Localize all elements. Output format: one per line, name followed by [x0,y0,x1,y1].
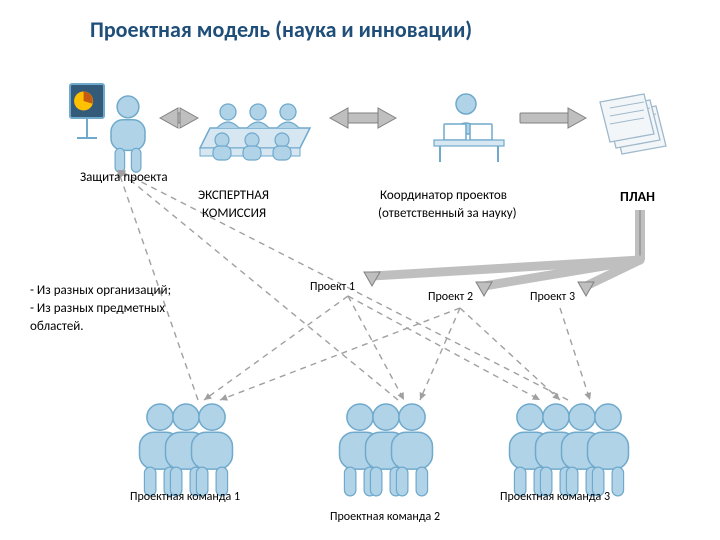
bullet-line-2: - Из разных предметных [30,301,165,316]
label-commission-line2: КОМИССИЯ [202,206,266,221]
dashed-connector [204,296,348,400]
label-project-3: Проект 3 [530,290,575,304]
double-arrow-icon [160,108,198,128]
single-arrow-icon [520,108,586,128]
team1-member-1-icon [140,404,181,496]
team1-member-2-icon [166,404,207,496]
dashed-connector [348,296,540,400]
bullet-line-3: областей. [30,319,84,334]
team1-member-3-icon [192,404,233,496]
label-commission-line1: ЭКСПЕРТНАЯ [198,188,269,203]
dashed-connector [460,308,560,400]
presenter-person-icon [111,96,145,172]
label-project-2: Проект 2 [428,290,473,304]
coordinator-icon [434,94,504,162]
plan-branch-arrow-icon [364,210,640,296]
label-team-2: Проектная команда 2 [330,510,440,524]
presentation-screen-icon [70,84,104,138]
team3-member-3-icon [562,404,603,496]
dashed-connector [420,308,460,400]
double-arrow-icon [330,108,396,128]
label-defense: Защита проекта [80,170,168,185]
team2-member-2-icon [366,404,407,496]
label-coordinator-line1: Координатор проектов [380,188,507,203]
team3-member-2-icon [536,404,577,496]
dashed-connector [560,308,591,400]
team3-member-4-icon [588,404,629,496]
label-team-1: Проектная команда 1 [130,490,240,504]
label-plan: ПЛАН [620,188,655,205]
boardroom-icon [200,104,310,160]
diagram-stage: Проектная модель (наука и инновации) Защ… [0,0,720,540]
team2-member-1-icon [340,404,381,496]
team2-member-3-icon [392,404,433,496]
label-project-1: Проект 1 [310,280,355,294]
team3-member-1-icon [510,404,551,496]
diagram-title: Проектная модель (наука и инновации) [90,16,472,43]
label-team-3: Проектная команда 3 [500,490,610,504]
dashed-connector [348,296,404,400]
dashed-connector [220,308,460,401]
plan-documents-icon [600,94,666,154]
label-coordinator-line2: (ответственный за науку) [378,206,517,221]
bullet-line-1: - Из разных организаций; [30,283,171,298]
diagram-canvas [0,0,720,540]
